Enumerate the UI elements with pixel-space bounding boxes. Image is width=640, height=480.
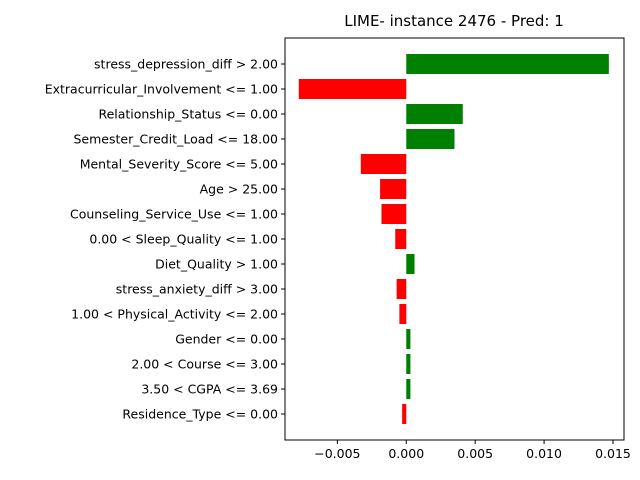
chart-title: LIME- instance 2476 - Pred: 1 [344, 12, 564, 30]
y-tick-label: stress_anxiety_diff > 3.00 [116, 282, 278, 297]
bar [380, 179, 407, 199]
x-tick-label: 0.000 [388, 446, 424, 461]
y-tick-label: Relationship_Status <= 0.00 [98, 107, 278, 122]
y-tick-labels: stress_depression_diff > 2.00 Extracurric… [45, 57, 285, 422]
y-tick-label: Mental_Severity_Score <= 5.00 [80, 157, 278, 172]
y-tick-label: Semester_Credit_Load <= 18.00 [74, 132, 279, 147]
bar [406, 354, 411, 374]
bar [406, 54, 609, 74]
y-tick-label: Extracurricular_Involvement <= 1.00 [45, 82, 278, 97]
bar [396, 279, 407, 299]
bar [406, 329, 411, 349]
y-tick-label: stress_depression_diff > 2.00 [94, 57, 278, 72]
bar [402, 404, 407, 424]
x-tick-label: 0.010 [526, 446, 562, 461]
y-tick-label: Gender <= 0.00 [175, 332, 278, 347]
y-tick-label: 2.00 < Course <= 3.00 [131, 357, 278, 372]
y-tick-label: Residence_Type <= 0.00 [122, 407, 278, 422]
x-tick-label: 0.005 [457, 446, 493, 461]
bar [406, 104, 463, 124]
y-tick-label: 0.00 < Sleep_Quality <= 1.00 [89, 232, 278, 247]
y-tick-label: Diet_Quality > 1.00 [155, 257, 278, 272]
bar [399, 304, 407, 324]
bar [406, 254, 415, 274]
bar [381, 204, 407, 224]
x-tick-label: −0.005 [314, 446, 360, 461]
y-tick-label: Counseling_Service_Use <= 1.00 [70, 207, 278, 222]
bars-group [298, 54, 609, 424]
bar [406, 129, 455, 149]
y-tick-label: 1.00 < Physical_Activity <= 2.00 [71, 307, 278, 322]
axes-frame [284, 37, 625, 441]
y-tick-label: 3.50 < CGPA <= 3.69 [141, 382, 278, 397]
bar [360, 154, 407, 174]
bar [395, 229, 407, 249]
bar [298, 79, 407, 99]
x-tick-labels: −0.005 0.000 0.005 0.010 0.015 [314, 440, 631, 461]
x-tick-label: 0.015 [595, 446, 631, 461]
bar [406, 379, 411, 399]
y-tick-label: Age > 25.00 [200, 182, 278, 197]
